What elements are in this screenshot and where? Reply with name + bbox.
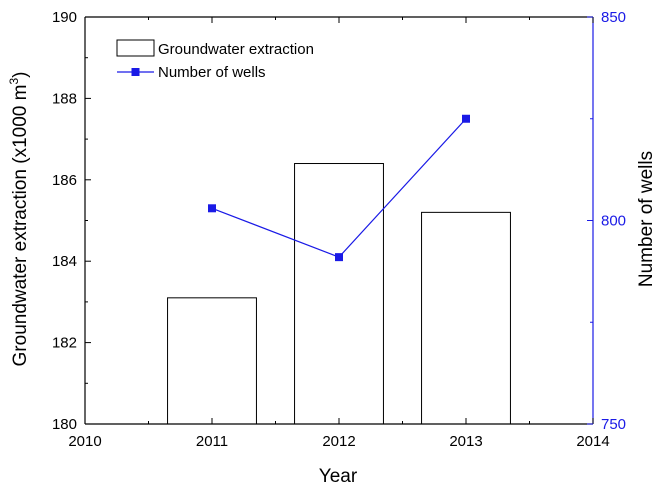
legend-swatch-groundwater-extraction bbox=[116, 39, 155, 57]
y-left-tick-label-190: 190 bbox=[52, 9, 77, 26]
x-tick-label-2014: 2014 bbox=[576, 433, 609, 450]
y-left-tick-label-186: 186 bbox=[52, 172, 77, 189]
bar-2012 bbox=[294, 163, 384, 425]
y-right-tick-label-800: 800 bbox=[601, 213, 626, 230]
legend: Groundwater extraction Number of wells bbox=[116, 39, 314, 81]
y-left-tick-label-184: 184 bbox=[52, 253, 77, 270]
y-left-tick-label-188: 188 bbox=[52, 90, 77, 107]
x-tick-label-2011: 2011 bbox=[196, 433, 228, 450]
y-axis-left-title-superscript: 3 bbox=[7, 78, 21, 85]
bar-2013 bbox=[421, 211, 511, 425]
x-axis-title: Year bbox=[319, 466, 358, 486]
tick-labels: 2010 2011 2012 2013 2014 180 182 184 186 188 190 75… bbox=[52, 9, 626, 450]
legend-label-groundwater-extraction: Groundwater extraction bbox=[158, 41, 314, 58]
y-axis-right-title: Number of wells bbox=[636, 151, 657, 287]
y-left-tick-label-180: 180 bbox=[52, 416, 77, 433]
x-tick-label-2010: 2010 bbox=[68, 433, 101, 450]
y-axis-left-title: Groundwater extraction (x1000 m3) bbox=[7, 72, 31, 367]
y-left-tick-label-182: 182 bbox=[52, 335, 77, 352]
axes bbox=[84, 16, 594, 425]
bar-2011 bbox=[167, 297, 257, 425]
point-2013 bbox=[462, 114, 470, 123]
legend-label-number-of-wells: Number of wells bbox=[158, 64, 266, 81]
bar-series bbox=[167, 163, 511, 425]
y-right-tick-label-750: 750 bbox=[601, 416, 626, 433]
line-series bbox=[208, 114, 470, 262]
point-2011 bbox=[208, 204, 216, 213]
y-axis-left-title-end: ) bbox=[10, 72, 31, 78]
y-right-tick-label-850: 850 bbox=[601, 9, 626, 26]
x-tick-label-2013: 2013 bbox=[449, 433, 482, 450]
legend-marker-number-of-wells bbox=[131, 68, 140, 76]
y-axis-left-title-text: Groundwater extraction (x1000 m bbox=[10, 85, 31, 367]
point-2012 bbox=[335, 253, 343, 262]
x-tick-label-2012: 2012 bbox=[322, 433, 355, 450]
